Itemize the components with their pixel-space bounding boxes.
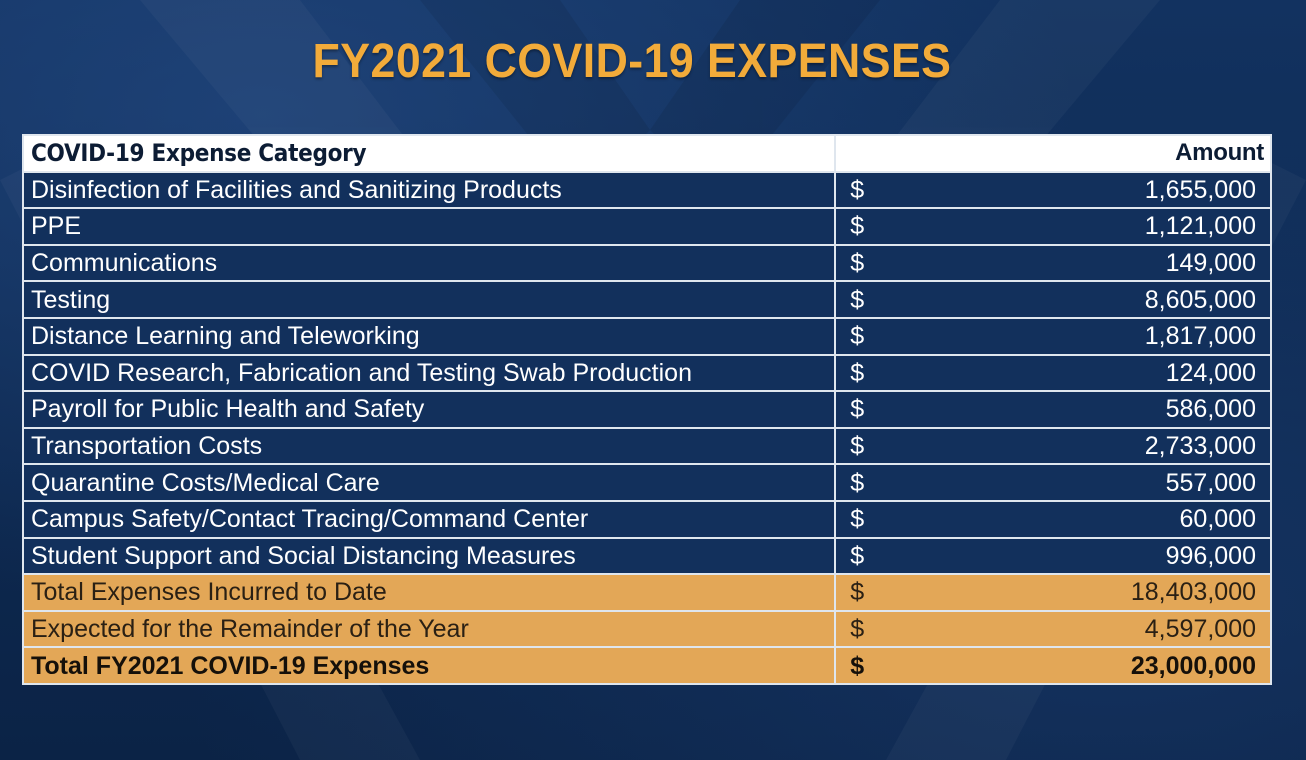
table-header-row: COVID-19 Expense Category Amount xyxy=(21,134,1272,173)
amount-value: 586,000 xyxy=(1165,395,1256,424)
category-column-header: COVID-19 Expense Category xyxy=(21,134,837,173)
table-row: Quarantine Costs/Medical Care $557,000 xyxy=(21,463,1272,502)
amount-value: 557,000 xyxy=(1165,468,1256,497)
amount-cell: $23,000,000 xyxy=(834,646,1272,685)
category-cell: Disinfection of Facilities and Sanitizin… xyxy=(21,170,837,210)
currency-symbol: $ xyxy=(850,468,865,497)
table-row: Distance Learning and Teleworking $1,817… xyxy=(21,316,1272,356)
currency-symbol: $ xyxy=(850,322,865,351)
amount-cell: $18,403,000 xyxy=(834,573,1272,612)
amount-cell: $557,000 xyxy=(834,463,1272,502)
table-row: Transportation Costs $2,733,000 xyxy=(21,426,1272,466)
table-row: COVID Research, Fabrication and Testing … xyxy=(21,353,1272,393)
amount-column-header: Amount xyxy=(834,134,1272,173)
category-cell: Expected for the Remainder of the Year xyxy=(21,609,837,649)
grand-total-row: Total FY2021 COVID-19 Expenses $23,000,0… xyxy=(21,646,1272,685)
amount-value: 996,000 xyxy=(1165,541,1256,570)
amount-value: 149,000 xyxy=(1165,249,1256,278)
currency-symbol: $ xyxy=(850,249,865,278)
category-cell: Campus Safety/Contact Tracing/Command Ce… xyxy=(21,499,837,539)
amount-cell: $1,817,000 xyxy=(834,316,1272,356)
currency-symbol: $ xyxy=(850,651,865,680)
category-cell: Total Expenses Incurred to Date xyxy=(21,573,837,612)
amount-cell: $2,733,000 xyxy=(834,426,1272,466)
currency-symbol: $ xyxy=(850,505,865,534)
table-row: PPE $1,121,000 xyxy=(21,207,1272,246)
amount-value: 4,597,000 xyxy=(1144,615,1256,644)
currency-symbol: $ xyxy=(850,578,865,607)
currency-symbol: $ xyxy=(850,358,865,387)
table-row: Campus Safety/Contact Tracing/Command Ce… xyxy=(21,499,1272,539)
amount-cell: $60,000 xyxy=(834,499,1272,539)
category-cell: PPE xyxy=(21,207,837,246)
category-cell: Quarantine Costs/Medical Care xyxy=(21,463,837,502)
table-row: Payroll for Public Health and Safety $58… xyxy=(21,390,1272,429)
total-incurred-row: Total Expenses Incurred to Date $18,403,… xyxy=(21,573,1272,612)
amount-value: 8,605,000 xyxy=(1144,285,1256,314)
currency-symbol: $ xyxy=(850,175,865,204)
amount-cell: $586,000 xyxy=(834,390,1272,429)
amount-value: 1,655,000 xyxy=(1144,175,1256,204)
table-row: Communications $149,000 xyxy=(21,243,1272,283)
category-cell: Transportation Costs xyxy=(21,426,837,466)
page-title: FY2021 COVID-19 EXPENSES xyxy=(312,35,952,88)
currency-symbol: $ xyxy=(850,541,865,570)
currency-symbol: $ xyxy=(850,212,865,241)
category-cell: Total FY2021 COVID-19 Expenses xyxy=(21,646,837,685)
expected-remainder-row: Expected for the Remainder of the Year $… xyxy=(21,609,1272,649)
amount-cell: $1,655,000 xyxy=(834,170,1272,210)
category-cell: Testing xyxy=(21,280,837,319)
amount-value: 60,000 xyxy=(1179,505,1256,534)
amount-cell: $149,000 xyxy=(834,243,1272,283)
table-row: Testing $8,605,000 xyxy=(21,280,1272,319)
currency-symbol: $ xyxy=(850,285,865,314)
currency-symbol: $ xyxy=(850,432,865,461)
category-cell: Distance Learning and Teleworking xyxy=(21,316,837,356)
amount-value: 124,000 xyxy=(1165,358,1256,387)
category-cell: Communications xyxy=(21,243,837,283)
amount-value: 23,000,000 xyxy=(1130,651,1256,680)
currency-symbol: $ xyxy=(850,615,865,644)
amount-cell: $1,121,000 xyxy=(834,207,1272,246)
amount-value: 1,121,000 xyxy=(1144,212,1256,241)
amount-value: 2,733,000 xyxy=(1144,432,1256,461)
amount-cell: $124,000 xyxy=(834,353,1272,393)
table-row: Student Support and Social Distancing Me… xyxy=(21,536,1272,576)
amount-value: 1,817,000 xyxy=(1144,322,1256,351)
category-cell: Payroll for Public Health and Safety xyxy=(21,390,837,429)
amount-cell: $996,000 xyxy=(834,536,1272,576)
expense-table: COVID-19 Expense Category Amount Disinfe… xyxy=(21,134,1272,685)
category-cell: COVID Research, Fabrication and Testing … xyxy=(21,353,837,393)
amount-cell: $4,597,000 xyxy=(834,609,1272,649)
amount-value: 18,403,000 xyxy=(1130,578,1256,607)
amount-cell: $8,605,000 xyxy=(834,280,1272,319)
currency-symbol: $ xyxy=(850,395,865,424)
table-row: Disinfection of Facilities and Sanitizin… xyxy=(21,170,1272,210)
category-cell: Student Support and Social Distancing Me… xyxy=(21,536,837,576)
